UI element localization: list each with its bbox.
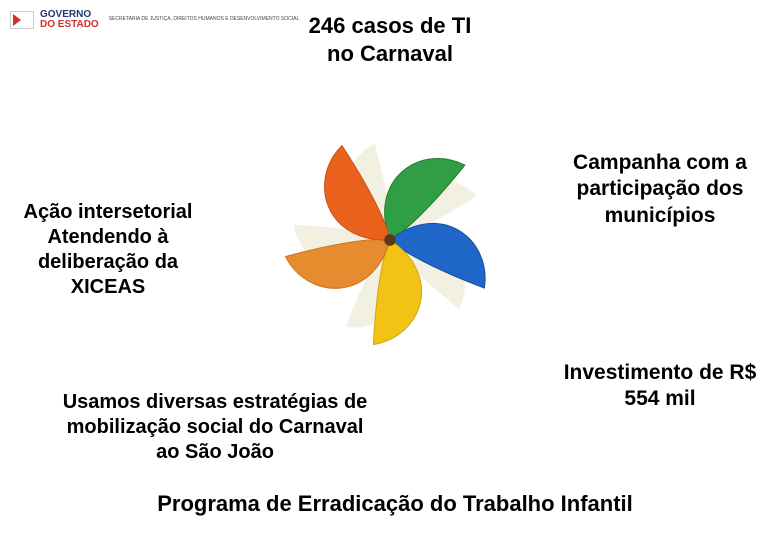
text-right-bottom: Investimento de R$ 554 mil [555,360,765,413]
logo-text: GOVERNO DO ESTADO [40,10,99,30]
logo-line1b: DO ESTADO [40,19,99,30]
pinwheel-hub [384,234,396,246]
flag-icon [10,11,34,29]
pinwheel-diagram [240,110,540,370]
text-footer: Programa de Erradicação do Trabalho Infa… [115,490,675,518]
text-bottom-left: Usamos diversas estratégias de mobilizaç… [55,390,375,465]
title-top: 246 casos de TI no Carnaval [295,12,485,67]
gov-logo: GOVERNO DO ESTADO SECRETARIA DE JUSTIÇA,… [10,10,299,30]
text-left: Ação intersetorial Atendendo à deliberaç… [8,200,208,300]
text-right-top: Campanha com a participação dos municípi… [555,150,765,229]
logo-subline: SECRETARIA DE JUSTIÇA, DIREITOS HUMANOS … [109,17,300,23]
